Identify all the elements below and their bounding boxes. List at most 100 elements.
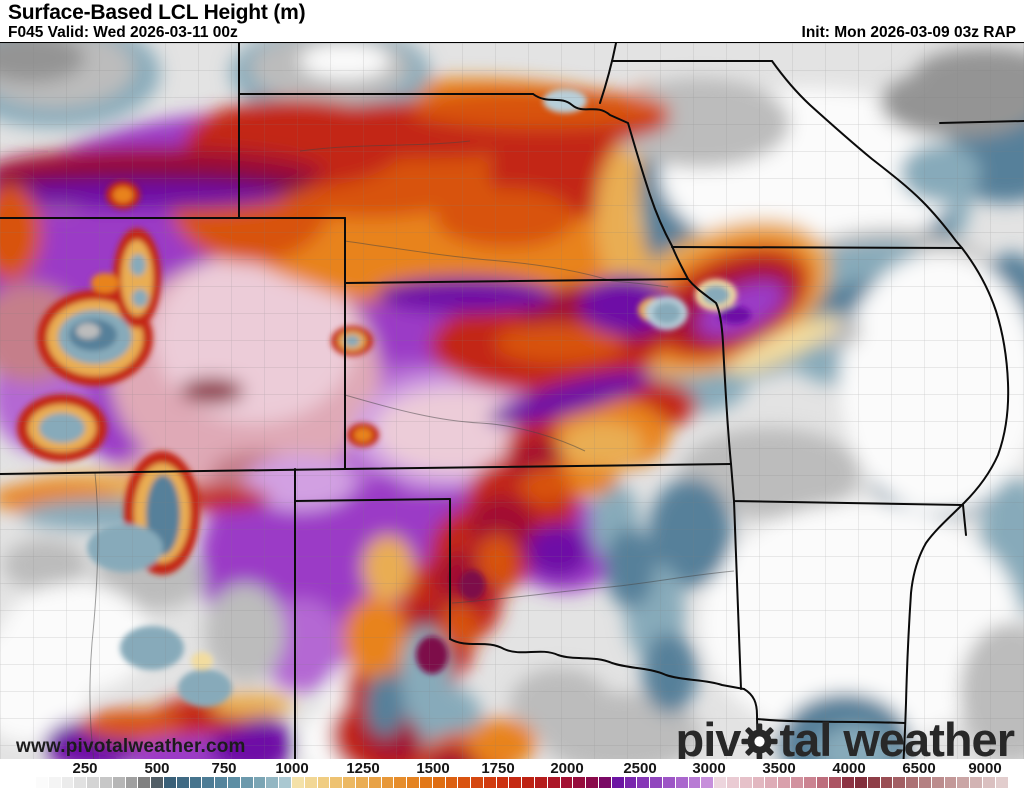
colorbar-cell	[842, 777, 854, 788]
colorbar-cell	[61, 777, 74, 788]
colorbar-cell	[982, 777, 995, 788]
colorbar-cell	[138, 777, 151, 788]
state-borders	[0, 43, 1024, 760]
colorbar-tick: 1500	[416, 760, 450, 777]
colorbar-cell	[880, 777, 893, 788]
colorbar-cell	[227, 777, 240, 788]
colorbar-cell	[995, 777, 1008, 788]
colorbar-cell	[918, 777, 931, 788]
colorbar-cell	[970, 777, 982, 788]
colorbar-tick: 2500	[623, 760, 657, 777]
colorbar-cell	[624, 777, 637, 788]
colorbar-cell	[381, 777, 394, 788]
page-title: Surface-Based LCL Height (m)	[8, 1, 306, 24]
gear-icon	[741, 723, 778, 760]
colorbar-cell	[48, 777, 61, 788]
colorbar-tick: 3500	[762, 760, 796, 777]
colorbar-cell	[547, 777, 560, 788]
colorbar-cell	[560, 777, 573, 788]
colorbar-tick: 9000	[968, 760, 1002, 777]
colorbar-cell	[867, 777, 880, 788]
colorbar-cell	[765, 777, 778, 788]
colorbar-cell	[112, 777, 125, 788]
colorbar-cell	[611, 777, 624, 788]
colorbar-cell	[893, 777, 906, 788]
colorbar-cell	[650, 777, 663, 788]
logo-text-after: tal weather	[779, 713, 1015, 766]
pivotal-weather-logo: piv tal weather	[675, 713, 1015, 766]
colorbar-cell	[573, 777, 586, 788]
colorbar-cell	[931, 777, 944, 788]
colorbar-tick: 250	[72, 760, 98, 777]
map-canvas	[0, 43, 1024, 760]
colorbar-cell	[87, 777, 99, 788]
colorbar-cell	[445, 777, 458, 788]
colorbar-cell	[394, 777, 407, 788]
colorbar-cell	[752, 777, 765, 788]
colorbar-cell	[637, 777, 650, 788]
colorbar-cell	[317, 777, 330, 788]
colorbar-tick: 2000	[550, 760, 584, 777]
colorbar-cell	[688, 777, 701, 788]
colorbar-cell	[483, 777, 496, 788]
colorbar-cell	[535, 777, 547, 788]
colorbar: 250 500 750 1000 1250 1500 1750 2000 2500 3000 350…	[0, 759, 1024, 791]
colorbar-cell	[407, 777, 419, 788]
colorbar-cell	[816, 777, 829, 788]
colorbar-cell	[739, 777, 752, 788]
colorbar-cell	[496, 777, 509, 788]
colorbar-cell	[291, 777, 304, 788]
valid-time-label: F045 Valid: Wed 2026-03-11 00z	[8, 24, 238, 41]
colorbar-cell	[36, 777, 48, 788]
colorbar-cell	[253, 777, 266, 788]
colorbar-tick: 3000	[692, 760, 726, 777]
header: Surface-Based LCL Height (m) F045 Valid:…	[0, 0, 1024, 42]
colorbar-tick: 4000	[832, 760, 866, 777]
colorbar-cell	[803, 777, 816, 788]
colorbar-tick: 1000	[275, 760, 309, 777]
colorbar-cell	[163, 777, 176, 788]
rivers	[89, 140, 735, 760]
colorbar-cell	[304, 777, 317, 788]
colorbar-cell	[368, 777, 381, 788]
colorbar-cell	[522, 777, 535, 788]
lcl-height-map: www.pivotalweather.com piv tal weather	[0, 42, 1024, 763]
colorbar-tick: 500	[144, 760, 170, 777]
colorbar-cell	[663, 777, 675, 788]
colorbar-cell	[829, 777, 842, 788]
colorbar-cell	[586, 777, 599, 788]
colorbar-cell	[675, 777, 688, 788]
colorbar-cell	[458, 777, 471, 788]
colorbar-cell	[944, 777, 957, 788]
colorbar-cell	[855, 777, 867, 788]
colorbar-cell	[791, 777, 803, 788]
colorbar-cell	[727, 777, 739, 788]
colorbar-cell	[701, 777, 714, 788]
colorbar-cell	[355, 777, 368, 788]
colorbar-scale	[36, 777, 1008, 788]
colorbar-tick-labels: 250 500 750 1000 1250 1500 1750 2000 2500 3000 350…	[0, 759, 1024, 777]
colorbar-tick: 1750	[481, 760, 515, 777]
colorbar-cell	[419, 777, 432, 788]
colorbar-cell	[509, 777, 522, 788]
colorbar-cell	[125, 777, 138, 788]
colorbar-cell	[432, 777, 445, 788]
colorbar-cell	[471, 777, 483, 788]
colorbar-cell	[202, 777, 215, 788]
county-grid	[0, 43, 1024, 760]
colorbar-tick: 6500	[902, 760, 936, 777]
colorbar-cell	[343, 777, 355, 788]
colorbar-cell	[99, 777, 112, 788]
colorbar-cell	[240, 777, 253, 788]
colorbar-cell	[74, 777, 87, 788]
colorbar-cell	[599, 777, 611, 788]
colorbar-cell	[215, 777, 227, 788]
colorbar-cell	[906, 777, 918, 788]
colorbar-cell	[266, 777, 279, 788]
logo-text-before: piv	[675, 713, 742, 766]
colorbar-cell	[330, 777, 343, 788]
colorbar-cell	[151, 777, 163, 788]
watermark: www.pivotalweather.com	[16, 736, 246, 757]
colorbar-cell	[778, 777, 791, 788]
